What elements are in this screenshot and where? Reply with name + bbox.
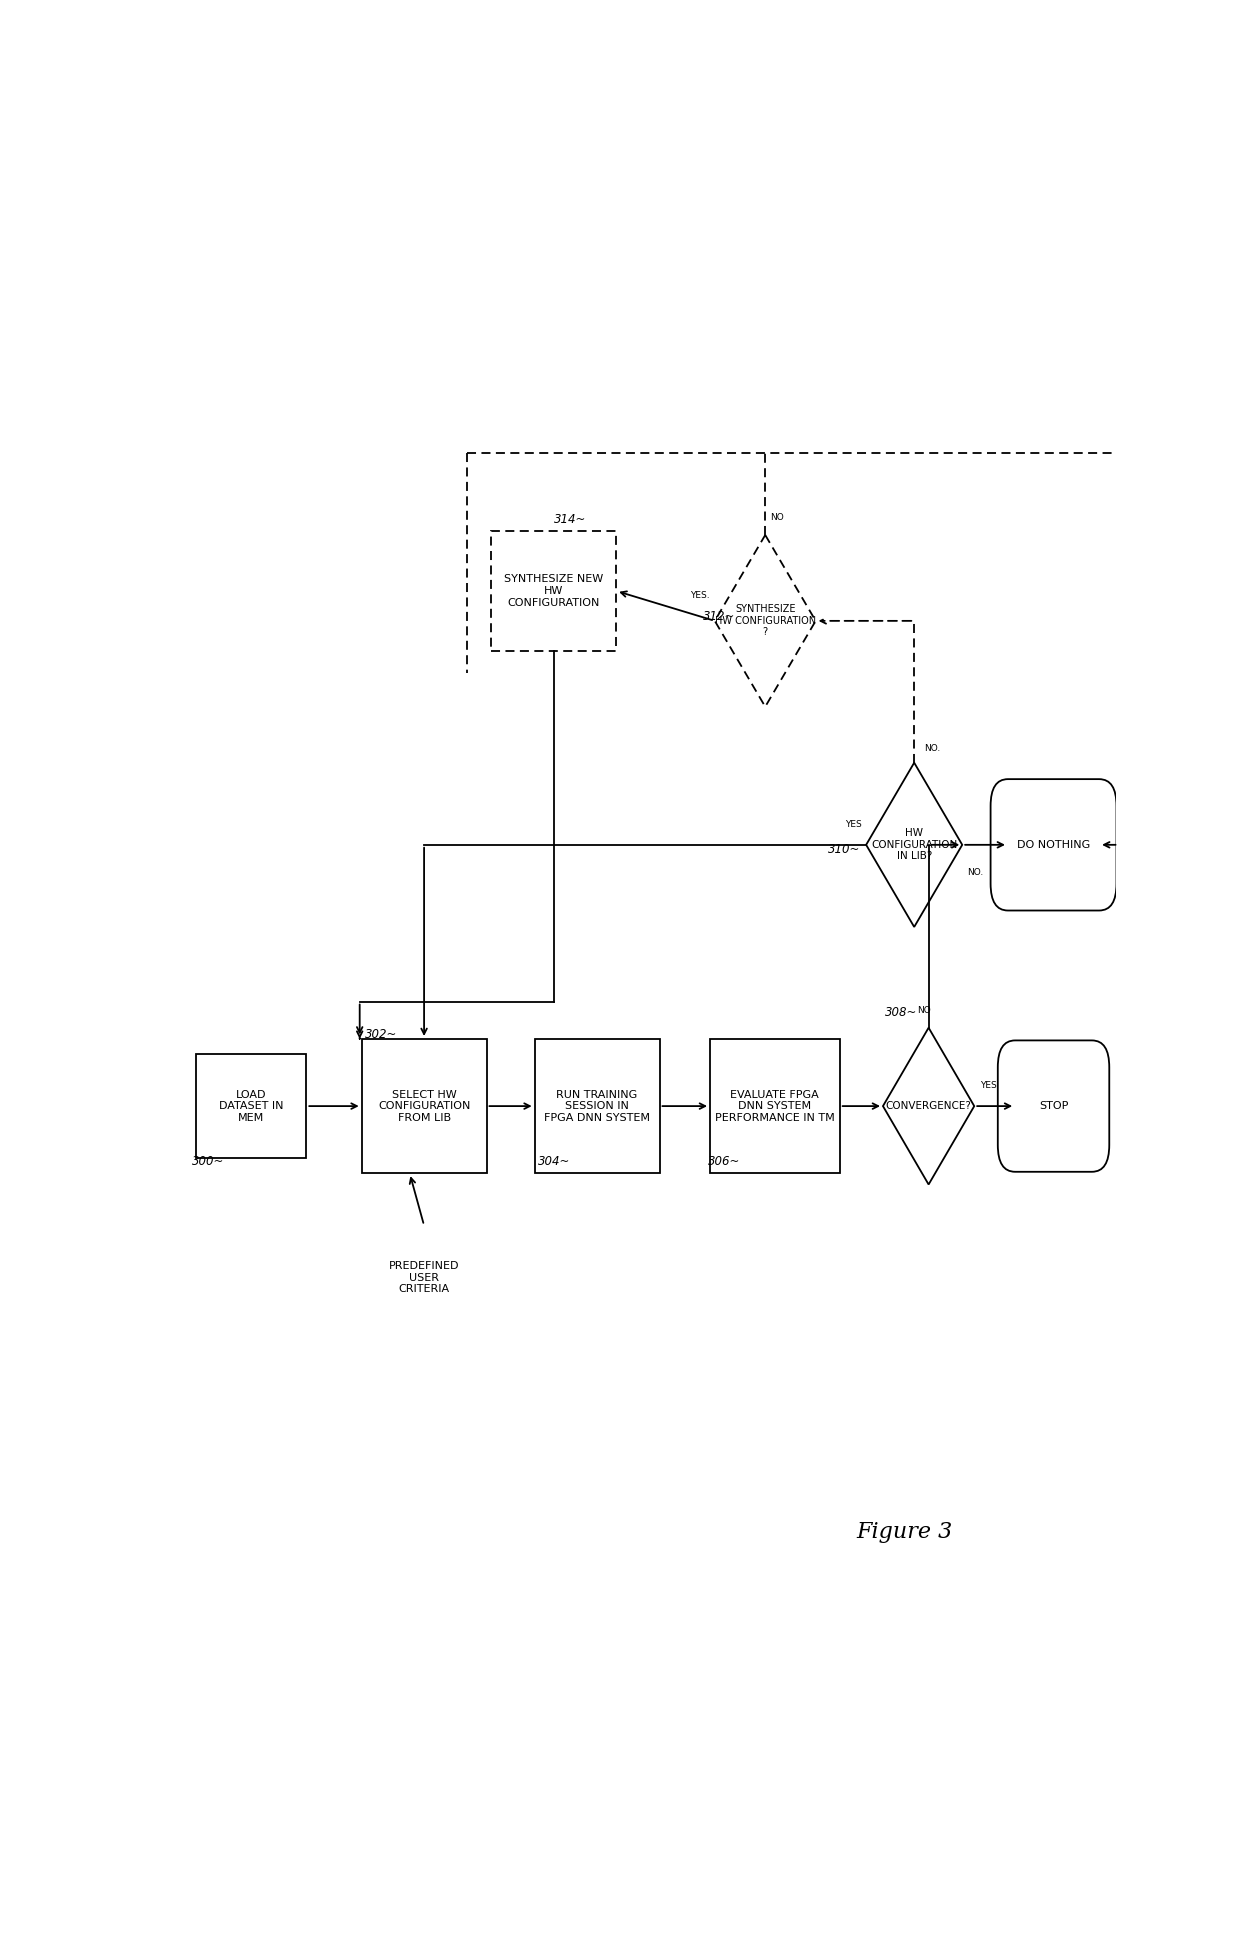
Polygon shape <box>866 762 962 927</box>
Text: 312~: 312~ <box>703 611 735 622</box>
Text: 302~: 302~ <box>365 1028 397 1041</box>
FancyBboxPatch shape <box>991 779 1116 911</box>
Text: SYNTHESIZE NEW
HW
CONFIGURATION: SYNTHESIZE NEW HW CONFIGURATION <box>505 574 604 607</box>
Text: STOP: STOP <box>1039 1101 1068 1111</box>
FancyBboxPatch shape <box>711 1039 839 1173</box>
Text: NO.: NO. <box>967 867 983 876</box>
Text: EVALUATE FPGA
DNN SYSTEM
PERFORMANCE IN TM: EVALUATE FPGA DNN SYSTEM PERFORMANCE IN … <box>715 1090 835 1123</box>
Text: YES: YES <box>980 1082 997 1090</box>
Text: LOAD
DATASET IN
MEM: LOAD DATASET IN MEM <box>218 1090 284 1123</box>
Text: NO: NO <box>770 514 784 522</box>
Text: NO.: NO. <box>924 745 940 752</box>
Text: Figure 3: Figure 3 <box>857 1520 952 1543</box>
Text: 308~: 308~ <box>885 1006 918 1018</box>
Text: PREDEFINED
USER
CRITERIA: PREDEFINED USER CRITERIA <box>389 1260 459 1295</box>
FancyBboxPatch shape <box>534 1039 660 1173</box>
Text: RUN TRAINING
SESSION IN
FPGA DNN SYSTEM: RUN TRAINING SESSION IN FPGA DNN SYSTEM <box>544 1090 650 1123</box>
Text: 314~: 314~ <box>554 512 587 525</box>
FancyBboxPatch shape <box>362 1039 486 1173</box>
Text: CONVERGENCE?: CONVERGENCE? <box>885 1101 972 1111</box>
FancyBboxPatch shape <box>491 531 616 652</box>
Text: YES: YES <box>844 820 862 828</box>
Text: 304~: 304~ <box>537 1156 570 1167</box>
Text: 310~: 310~ <box>828 843 861 855</box>
Polygon shape <box>883 1028 975 1185</box>
Text: 300~: 300~ <box>191 1156 224 1167</box>
Text: SYNTHESIZE
HW CONFIGURATION
?: SYNTHESIZE HW CONFIGURATION ? <box>714 605 816 638</box>
FancyBboxPatch shape <box>998 1041 1110 1171</box>
Text: 306~: 306~ <box>708 1156 740 1167</box>
Text: DO NOTHING: DO NOTHING <box>1017 840 1090 849</box>
Text: SELECT HW
CONFIGURATION
FROM LIB: SELECT HW CONFIGURATION FROM LIB <box>378 1090 470 1123</box>
FancyBboxPatch shape <box>196 1055 306 1158</box>
Polygon shape <box>714 535 816 706</box>
Text: YES.: YES. <box>691 591 711 601</box>
Text: NO: NO <box>916 1006 931 1014</box>
Text: HW
CONFIGURATION
IN LIB?: HW CONFIGURATION IN LIB? <box>870 828 957 861</box>
